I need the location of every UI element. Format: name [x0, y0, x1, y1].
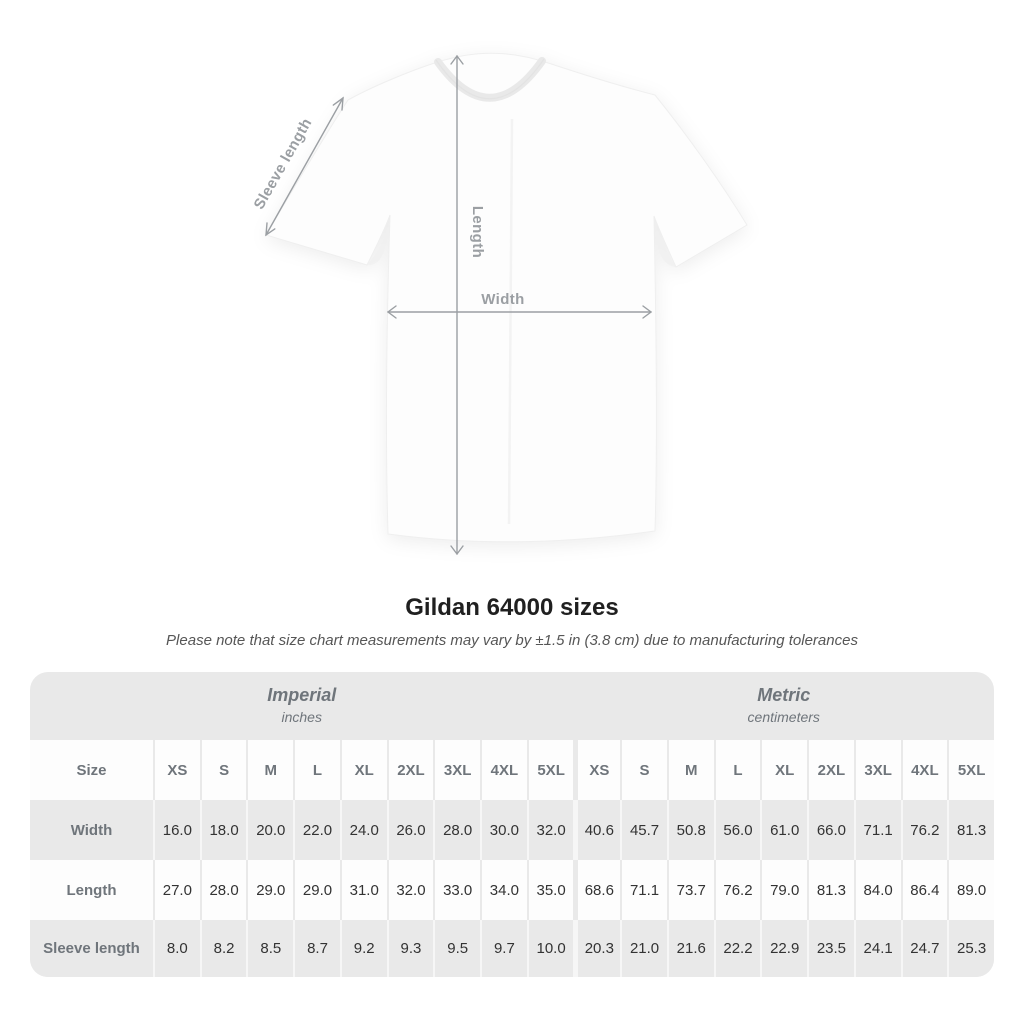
value-cell: 56.0	[713, 800, 761, 860]
value-cell: 8.0	[153, 920, 200, 977]
length-row: Length 27.0 28.0 29.0 29.0 31.0 32.0 33.…	[30, 860, 994, 920]
imperial-label: Imperial	[267, 685, 337, 705]
metric-unit: centimeters	[747, 709, 820, 725]
row-label: Width	[30, 800, 153, 860]
unit-group-row: Imperial inches Metric centimeters	[30, 672, 994, 740]
value-cell: 24.1	[853, 920, 901, 977]
size-header-imperial: 4XL	[480, 740, 527, 800]
value-cell: 22.9	[760, 920, 808, 977]
value-cell: 10.0	[526, 920, 574, 977]
size-header-metric: XS	[573, 740, 621, 800]
tolerance-note: Please note that size chart measurements…	[166, 632, 858, 649]
tshirt-measurement-diagram: Sleeve length Length Width	[251, 52, 748, 556]
page-title: Gildan 64000 sizes	[405, 594, 619, 621]
length-label: Length	[469, 206, 486, 258]
value-cell: 86.4	[900, 860, 948, 920]
size-chart-table: Imperial inches Metric centimeters Size …	[30, 672, 994, 977]
value-cell: 22.2	[713, 920, 761, 977]
measurement-arrows	[265, 54, 653, 556]
value-cell: 66.0	[807, 800, 854, 860]
size-header-imperial: 5XL	[526, 740, 574, 800]
value-cell: 84.0	[853, 860, 901, 920]
value-cell: 23.5	[807, 920, 854, 977]
value-cell: 31.0	[339, 860, 387, 920]
row-label: Length	[30, 860, 153, 920]
row-label: Sleeve length	[30, 920, 153, 977]
sleeve-length-row: Sleeve length 8.0 8.2 8.5 8.7 9.2 9.3 9.…	[30, 920, 994, 977]
value-cell: 76.2	[900, 800, 948, 860]
value-cell: 32.0	[526, 800, 574, 860]
value-cell: 76.2	[713, 860, 761, 920]
size-header-imperial: M	[246, 740, 294, 800]
value-cell: 9.5	[433, 920, 481, 977]
size-header-metric: L	[713, 740, 761, 800]
value-cell: 21.6	[666, 920, 714, 977]
value-cell: 81.3	[947, 800, 994, 860]
value-cell: 71.1	[620, 860, 667, 920]
metric-label: Metric	[757, 685, 811, 705]
value-cell: 79.0	[760, 860, 808, 920]
width-label: Width	[481, 291, 525, 308]
value-cell: 30.0	[480, 800, 527, 860]
value-cell: 33.0	[433, 860, 481, 920]
value-cell: 9.2	[339, 920, 387, 977]
size-header-metric: 2XL	[807, 740, 854, 800]
value-cell: 71.1	[853, 800, 901, 860]
value-cell: 73.7	[666, 860, 714, 920]
size-header-imperial: XS	[153, 740, 200, 800]
size-header-metric: M	[666, 740, 714, 800]
value-cell: 81.3	[807, 860, 854, 920]
value-cell: 68.6	[573, 860, 621, 920]
value-cell: 9.7	[480, 920, 527, 977]
value-cell: 24.7	[900, 920, 948, 977]
size-column-header: Size	[30, 740, 153, 800]
value-cell: 29.0	[293, 860, 340, 920]
value-cell: 35.0	[526, 860, 574, 920]
size-header-metric: 3XL	[853, 740, 901, 800]
value-cell: 29.0	[246, 860, 294, 920]
imperial-group-header: Imperial inches	[30, 672, 573, 740]
value-cell: 32.0	[386, 860, 434, 920]
value-cell: 8.5	[246, 920, 294, 977]
value-cell: 8.2	[199, 920, 247, 977]
size-header-imperial: XL	[339, 740, 387, 800]
metric-group-header: Metric centimeters	[573, 672, 994, 740]
size-header-metric: 4XL	[900, 740, 948, 800]
value-cell: 20.3	[573, 920, 621, 977]
size-header-metric: 5XL	[947, 740, 994, 800]
size-header-row: Size XS S M L XL 2XL 3XL 4XL 5XL XS S M …	[30, 740, 994, 800]
value-cell: 22.0	[293, 800, 340, 860]
value-cell: 24.0	[339, 800, 387, 860]
value-cell: 34.0	[480, 860, 527, 920]
value-cell: 21.0	[620, 920, 667, 977]
value-cell: 8.7	[293, 920, 340, 977]
value-cell: 26.0	[386, 800, 434, 860]
size-header-imperial: S	[199, 740, 247, 800]
value-cell: 89.0	[947, 860, 994, 920]
value-cell: 45.7	[620, 800, 667, 860]
width-row: Width 16.0 18.0 20.0 22.0 24.0 26.0 28.0…	[30, 800, 994, 860]
value-cell: 9.3	[386, 920, 434, 977]
value-cell: 40.6	[573, 800, 621, 860]
size-header-imperial: L	[293, 740, 340, 800]
value-cell: 16.0	[153, 800, 200, 860]
value-cell: 50.8	[666, 800, 714, 860]
size-chart: Imperial inches Metric centimeters Size …	[30, 672, 994, 977]
size-header-imperial: 3XL	[433, 740, 481, 800]
size-header-imperial: 2XL	[386, 740, 434, 800]
value-cell: 61.0	[760, 800, 808, 860]
sleeve-length-arrow	[265, 97, 344, 236]
value-cell: 28.0	[433, 800, 481, 860]
value-cell: 28.0	[199, 860, 247, 920]
imperial-unit: inches	[281, 709, 322, 725]
value-cell: 20.0	[246, 800, 294, 860]
value-cell: 18.0	[199, 800, 247, 860]
value-cell: 25.3	[947, 920, 994, 977]
size-header-metric: XL	[760, 740, 808, 800]
size-header-metric: S	[620, 740, 667, 800]
value-cell: 27.0	[153, 860, 200, 920]
tshirt-illustration	[265, 52, 748, 543]
